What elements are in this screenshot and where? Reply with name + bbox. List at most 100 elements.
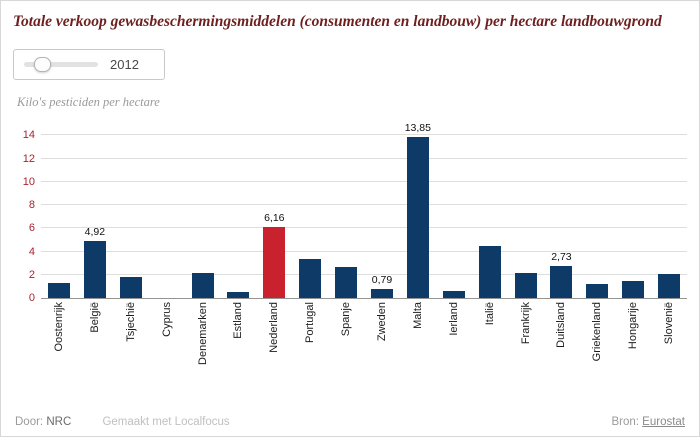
x-axis-category: België [77,302,113,390]
x-axis-category-label: Duitsland [555,302,568,349]
bar[interactable] [514,272,537,299]
bar-chart: 0 2 4 6 8 10 12 14 4,92 6,16 0,79 13,85 2,73 Oostenr… [23,122,687,390]
x-axis-category-label: Zweden [375,302,388,342]
bar-column [328,135,364,299]
bar-column [185,135,221,299]
bar[interactable] [83,240,106,299]
y-tick-label: 4 [28,245,35,258]
x-axis-category: Zweden [364,302,400,390]
y-tick-label: 10 [22,175,35,188]
x-axis-category-label: Ierland [447,302,460,336]
bar[interactable] [299,258,322,299]
bar-value-label: 13,85 [404,122,431,134]
bar[interactable] [47,283,70,299]
x-axis-category: Oostenrijk [41,302,77,390]
gridline [41,227,687,229]
x-axis-labels: Oostenrijk België Tsjechië Cyprus Denemarken… [41,302,687,390]
bar-column [41,135,77,299]
bar-column [472,135,508,299]
x-axis-category-label: Estland [232,302,245,339]
bar-column: 4,92 [77,135,113,299]
bar-column [508,135,544,299]
x-axis-category: Denemarken [185,302,221,390]
bar-column [436,135,472,299]
x-axis-category: Tsjechië [113,302,149,390]
y-tick-label: 2 [28,268,35,281]
x-axis-category-label: Frankrijk [519,302,532,345]
slider-handle[interactable] [34,57,51,73]
bar[interactable] [622,280,645,299]
source-link[interactable]: Eurostat [642,416,685,428]
bars-row: 4,92 6,16 0,79 13,85 2,73 [41,122,687,299]
bar[interactable] [191,272,214,299]
x-axis-category-label: Cyprus [160,302,173,338]
bar[interactable] [586,284,609,299]
made-with-label: Gemaakt met Localfocus [102,416,230,428]
x-axis-category: Estland [220,302,256,390]
bar[interactable] [263,226,286,299]
x-axis-category-label: België [88,302,101,333]
bar-value-label: 2,73 [551,251,572,264]
gridline [41,250,687,252]
y-axis-label: Kilo's pesticiden per hectare [17,95,160,110]
gridline [41,204,687,206]
bar-column [579,135,615,299]
bar-value-label: 4,92 [84,225,106,238]
y-tick-label: 0 [28,292,35,305]
bar[interactable] [442,291,465,299]
y-tick-label: 8 [28,199,35,212]
y-tick-label: 12 [22,152,35,165]
year-slider[interactable]: 2012 [13,49,165,81]
x-axis-category: Portugal [292,302,328,390]
page-title: Totale verkoop gewasbeschermingsmiddelen… [13,13,662,30]
bar-column [615,135,651,299]
x-axis-category: Ierland [436,302,472,390]
x-axis-category-label: Portugal [304,302,317,344]
slider-track[interactable] [24,57,98,73]
door-label: Door: [15,416,44,428]
x-axis-category-label: Nederland [268,302,281,354]
plot-area: 0 2 4 6 8 10 12 14 4,92 6,16 0,79 13,85 2,73 [23,122,687,304]
x-axis-category: Spanje [328,302,364,390]
bar-value-label: 6,16 [264,211,285,224]
bar-column: 13,85 [400,122,436,299]
source: Bron: Eurostat [611,416,685,428]
door-value: NRC [46,416,72,428]
bar[interactable] [658,273,681,299]
x-axis-category-label: Oostenrijk [52,302,65,352]
credits: Door: NRC Gemaakt met Localfocus [15,416,230,428]
bar-column [220,135,256,299]
bar[interactable] [478,245,501,299]
x-axis-category: Hongarije [615,302,651,390]
bar-column [113,135,149,299]
gridline [41,273,687,275]
x-axis-category-label: Italië [483,302,496,326]
slider-year-value: 2012 [110,57,139,73]
bar[interactable] [119,277,142,299]
y-tick-label: 14 [22,129,35,142]
x-axis-category: Cyprus [149,302,185,390]
x-axis-category-label: Slovenië [663,302,676,345]
bar-column [149,135,185,298]
bar[interactable] [550,266,573,299]
x-axis-category-label: Denemarken [196,302,209,366]
x-axis-category: Malta [400,302,436,390]
x-axis-category-label: Spanje [340,302,353,337]
bar-value-label: 0,79 [371,274,393,287]
gridline [41,157,687,159]
bar[interactable] [370,289,393,299]
x-axis-category: Italië [472,302,508,390]
bar-column [651,135,687,299]
x-axis-category: Frankrijk [508,302,544,390]
bron-label: Bron: [611,416,639,428]
bar[interactable] [406,137,429,299]
bar[interactable] [335,266,358,299]
x-axis-category: Slovenië [651,302,687,390]
x-axis-category-label: Tsjechië [124,302,137,342]
bar[interactable] [227,292,250,299]
x-axis-category-label: Malta [411,302,424,330]
bar-column: 0,79 [364,135,400,299]
footer: Door: NRC Gemaakt met Localfocus Bron: E… [15,416,685,428]
x-axis-category: Nederland [256,302,292,390]
